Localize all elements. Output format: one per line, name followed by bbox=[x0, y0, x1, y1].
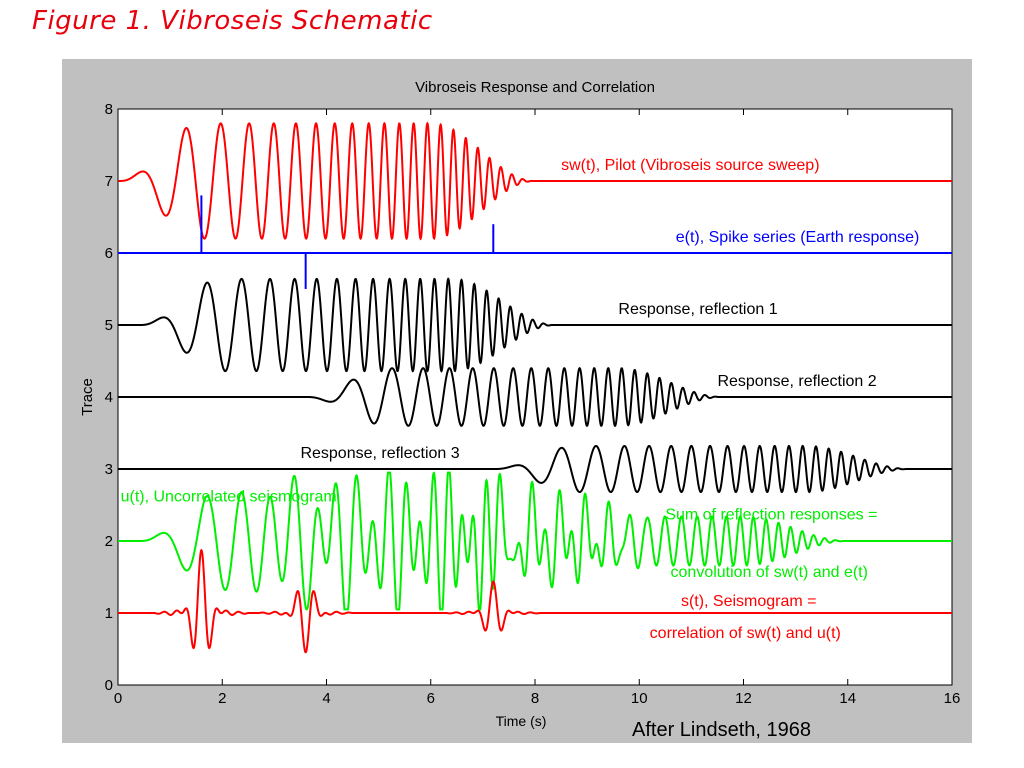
y-tick-label: 4 bbox=[105, 389, 113, 406]
series-line-7 bbox=[118, 548, 952, 654]
x-tick-label: 16 bbox=[944, 690, 961, 707]
series-line-3 bbox=[118, 277, 952, 373]
x-tick-label: 4 bbox=[322, 690, 330, 707]
y-tick-label: 0 bbox=[105, 677, 113, 694]
y-tick-label: 3 bbox=[105, 461, 113, 478]
y-tick-label: 8 bbox=[105, 101, 113, 118]
annotation-6: u(t), Uncorrelated seismogram bbox=[121, 488, 337, 505]
annotation-10: correlation of sw(t) and u(t) bbox=[650, 625, 841, 642]
annotation-9: s(t), Seismogram = bbox=[681, 593, 817, 610]
y-tick-label: 7 bbox=[105, 173, 113, 190]
series-line-5 bbox=[118, 444, 952, 494]
x-tick-label: 10 bbox=[631, 690, 648, 707]
figure-panel: Vibroseis Response and Correlation Time … bbox=[62, 59, 972, 743]
y-tick-label: 1 bbox=[105, 605, 113, 622]
x-tick-label: 0 bbox=[114, 690, 122, 707]
series-line-4 bbox=[118, 366, 952, 428]
annotation-2: e(t), Spike series (Earth response) bbox=[676, 229, 920, 246]
y-tick-label: 2 bbox=[105, 533, 113, 550]
x-tick-label: 2 bbox=[218, 690, 226, 707]
annotation-1: sw(t), Pilot (Vibroseis source sweep) bbox=[561, 157, 819, 174]
x-axis-label: Time (s) bbox=[496, 713, 547, 729]
x-tick-label: 12 bbox=[735, 690, 752, 707]
y-axis-label: Trace bbox=[79, 378, 96, 416]
vibroseis-chart: Vibroseis Response and Correlation Time … bbox=[79, 79, 961, 729]
series-line-6 bbox=[118, 471, 952, 611]
annotation-5: Response, reflection 3 bbox=[300, 445, 459, 462]
y-tick-label: 6 bbox=[105, 245, 113, 262]
y-tick-label: 5 bbox=[105, 317, 113, 334]
figure-heading: Figure 1. Vibroseis Schematic bbox=[32, 6, 433, 36]
x-tick-label: 14 bbox=[839, 690, 856, 707]
annotation-8: convolution of sw(t) and e(t) bbox=[671, 564, 868, 581]
source-credit: After Lindseth, 1968 bbox=[632, 719, 812, 741]
series-line-1 bbox=[118, 121, 952, 241]
x-tick-label: 6 bbox=[427, 690, 435, 707]
x-tick-label: 8 bbox=[531, 690, 539, 707]
annotation-3: Response, reflection 1 bbox=[618, 301, 777, 318]
chart-title: Vibroseis Response and Correlation bbox=[415, 79, 655, 96]
annotation-4: Response, reflection 2 bbox=[717, 373, 876, 390]
annotation-7: Sum of reflection responses = bbox=[665, 506, 877, 523]
